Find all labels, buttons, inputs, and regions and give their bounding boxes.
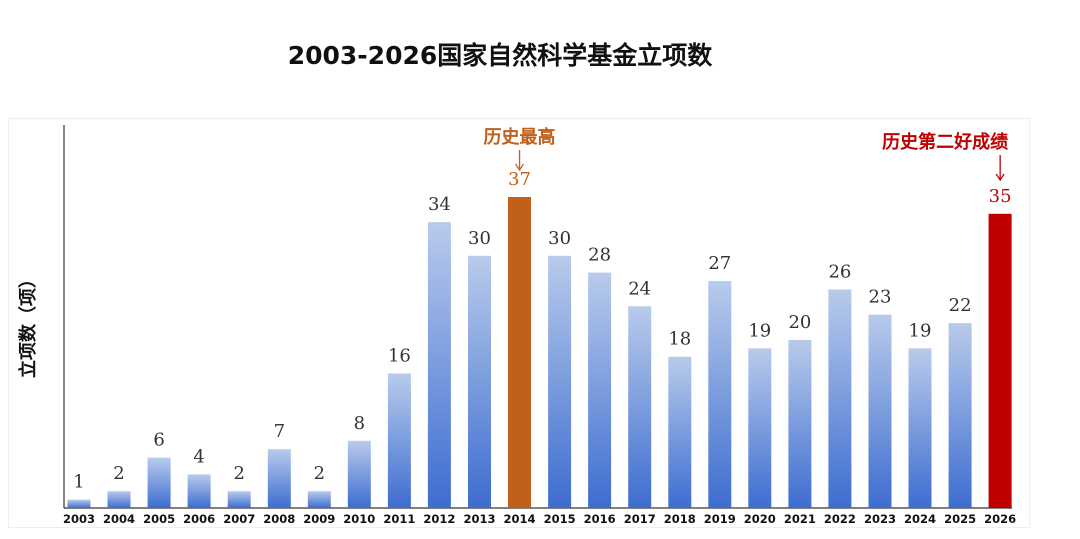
bar-2017 <box>628 306 652 508</box>
annotation-2026: 历史第二好成绩 <box>882 131 1008 153</box>
annotation-arrowhead-2026 <box>995 173 1005 182</box>
annotation-arrowhead-2014 <box>515 163 525 172</box>
bar-2018 <box>668 356 692 508</box>
x-tick-2006: 2006 <box>183 512 215 526</box>
value-label-2007: 2 <box>233 463 244 484</box>
bar-2008 <box>267 449 291 508</box>
value-label-2003: 1 <box>73 472 84 493</box>
value-label-2015: 30 <box>548 228 571 249</box>
x-tick-2004: 2004 <box>103 512 135 526</box>
x-tick-2010: 2010 <box>343 512 375 526</box>
x-tick-2022: 2022 <box>824 512 856 526</box>
value-label-2020: 19 <box>748 320 771 341</box>
bar-2016 <box>588 272 612 508</box>
x-tick-2013: 2013 <box>463 512 495 526</box>
value-label-2005: 6 <box>153 430 164 451</box>
x-tick-2008: 2008 <box>263 512 295 526</box>
value-label-2013: 30 <box>468 228 491 249</box>
x-tick-2012: 2012 <box>423 512 455 526</box>
bar-2014 <box>508 197 531 508</box>
x-tick-2015: 2015 <box>544 512 576 526</box>
value-label-2022: 26 <box>828 262 851 283</box>
x-tick-2023: 2023 <box>864 512 896 526</box>
bar-2010 <box>347 440 371 508</box>
chart-title: 2003-2026国家自然科学基金立项数 <box>287 41 713 70</box>
x-tick-2020: 2020 <box>744 512 776 526</box>
bar-2020 <box>748 348 772 508</box>
value-label-2012: 34 <box>428 194 451 215</box>
value-label-2024: 19 <box>909 320 932 341</box>
x-tick-2009: 2009 <box>303 512 335 526</box>
value-label-2010: 8 <box>354 413 365 434</box>
annotation-2014: 历史最高 <box>484 126 556 148</box>
bar-2023 <box>868 314 892 508</box>
bar-2021 <box>788 339 812 508</box>
x-tick-2005: 2005 <box>143 512 175 526</box>
value-label-2009: 2 <box>314 463 325 484</box>
bar-2022 <box>828 289 852 508</box>
value-label-2021: 20 <box>788 312 811 333</box>
x-tick-2014: 2014 <box>503 512 535 526</box>
value-label-2016: 28 <box>588 245 611 266</box>
bar-2004 <box>107 491 131 508</box>
bar-2025 <box>948 323 972 508</box>
bar-2026 <box>988 213 1012 509</box>
value-label-2004: 2 <box>113 463 124 484</box>
bar-2011 <box>387 373 411 508</box>
bar-2006 <box>187 474 211 508</box>
x-tick-2026: 2026 <box>984 512 1016 526</box>
value-label-2008: 7 <box>274 421 285 442</box>
x-tick-2024: 2024 <box>904 512 936 526</box>
value-label-2026: 35 <box>989 186 1012 207</box>
bar-2013 <box>468 255 491 508</box>
x-tick-2021: 2021 <box>784 512 816 526</box>
bar-2003 <box>67 499 91 508</box>
x-tick-2025: 2025 <box>944 512 976 526</box>
bar-2012 <box>427 222 451 508</box>
x-tick-2011: 2011 <box>383 512 415 526</box>
x-tick-2019: 2019 <box>704 512 736 526</box>
chart-frame <box>8 118 1030 528</box>
x-tick-2007: 2007 <box>223 512 255 526</box>
value-label-2018: 18 <box>668 329 691 350</box>
value-label-2006: 4 <box>193 446 204 467</box>
bar-2024 <box>908 348 932 508</box>
bar-2015 <box>548 255 572 508</box>
value-label-2023: 23 <box>869 287 892 308</box>
value-label-2019: 27 <box>708 253 731 274</box>
value-label-2025: 22 <box>949 295 972 316</box>
x-tick-2016: 2016 <box>584 512 616 526</box>
x-tick-2017: 2017 <box>624 512 656 526</box>
bar-2005 <box>147 457 171 508</box>
value-label-2014: 37 <box>508 169 531 190</box>
x-tick-2018: 2018 <box>664 512 696 526</box>
bar-2009 <box>307 491 331 508</box>
value-label-2011: 16 <box>388 346 411 367</box>
x-tick-2003: 2003 <box>63 512 95 526</box>
value-label-2017: 24 <box>628 278 651 299</box>
bar-2019 <box>708 281 732 508</box>
bar-2007 <box>227 491 251 508</box>
